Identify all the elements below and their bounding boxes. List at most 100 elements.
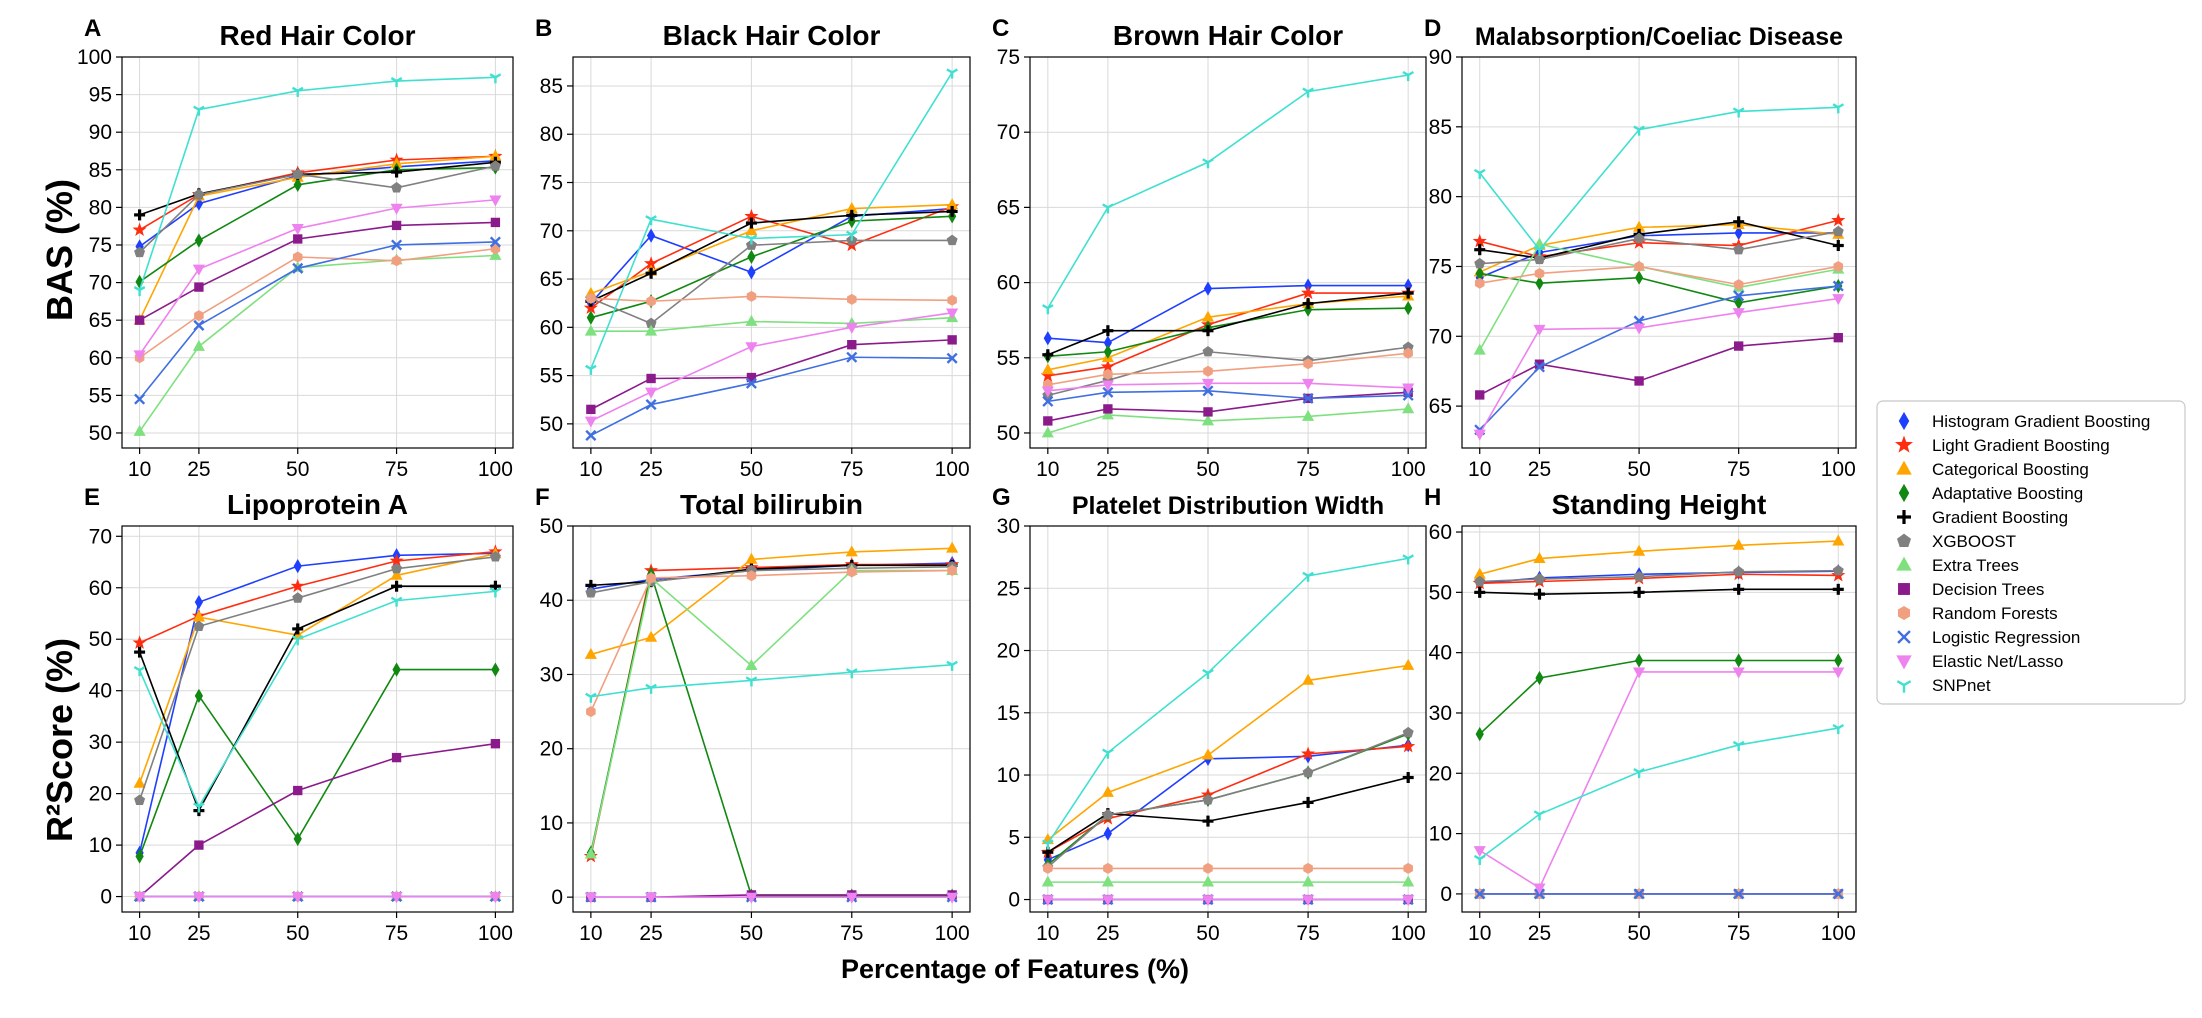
x-tick-label: 50 <box>1627 922 1650 945</box>
data-point <box>1302 409 1315 421</box>
legend-marker <box>1896 556 1912 571</box>
data-point <box>1535 276 1544 291</box>
data-point <box>1533 883 1546 895</box>
legend-item-light-gradient-boosting: Light Gradient Boosting <box>1895 435 2110 455</box>
data-point <box>846 209 858 221</box>
data-point <box>1041 839 1054 850</box>
y-tick-label: 90 <box>1429 46 1452 69</box>
data-point <box>1101 380 1114 392</box>
data-point <box>192 610 205 622</box>
data-point <box>745 892 758 904</box>
data-point <box>847 340 857 350</box>
data-point <box>391 182 403 193</box>
data-point <box>193 319 205 331</box>
panel-black-hair-color: 10 25 50 75 100 50 55 60 65 70 75 80 85 Black Hair Co… <box>535 15 971 481</box>
data-point <box>745 342 758 354</box>
x-tick-label: 50 <box>1196 458 1219 481</box>
data-point <box>1102 809 1114 820</box>
data-point <box>1832 723 1845 735</box>
panel-letter: A <box>84 15 101 42</box>
x-axis-label: Percentage of Features (%) <box>841 954 1189 984</box>
data-point <box>644 256 659 270</box>
panel-letter: F <box>535 484 550 511</box>
data-point <box>747 265 756 280</box>
y-tick-label: 10 <box>89 834 112 857</box>
plot-area <box>1030 57 1426 448</box>
plot-area <box>1462 526 1856 912</box>
data-point <box>1302 378 1315 390</box>
axes-frame <box>1029 56 1427 449</box>
ticks: 10 25 50 75 100 0 10 20 30 40 50 60 <box>1429 521 1856 945</box>
y-tick-label: 80 <box>89 196 112 219</box>
x-tick-label: 50 <box>740 458 763 481</box>
legend-item-xgboost: XGBOOST <box>1897 532 2016 551</box>
data-point <box>1734 225 1743 241</box>
data-point <box>1633 232 1645 244</box>
data-point <box>947 335 957 345</box>
panel-title: Total bilirubin <box>680 489 863 520</box>
data-point <box>746 570 757 582</box>
x-tick-label: 10 <box>128 922 151 945</box>
y-tick-label: 20 <box>89 783 112 806</box>
y-tick-label: 60 <box>997 272 1020 295</box>
data-point <box>1832 280 1844 292</box>
data-point <box>293 831 302 847</box>
data-point <box>291 224 304 236</box>
plot-area <box>573 57 970 448</box>
y-tick-label: 10 <box>540 812 563 835</box>
data-point <box>293 785 303 796</box>
y-tick-label: 60 <box>89 577 112 600</box>
legend-marker <box>1898 583 1910 595</box>
y-tick-label: 75 <box>540 172 563 195</box>
data-point <box>1633 544 1646 556</box>
legend-item-histogram-gradient-boosting: Histogram Gradient Boosting <box>1898 411 2150 431</box>
data-point <box>1402 772 1414 784</box>
data-point <box>489 580 501 592</box>
series-gradient-boosting <box>1042 287 1414 361</box>
data-point <box>645 317 657 329</box>
data-point <box>489 195 502 207</box>
data-point <box>291 86 304 97</box>
axes-frame <box>1461 525 1857 913</box>
data-point <box>1201 748 1215 760</box>
data-point <box>583 300 598 315</box>
data-point <box>1474 575 1486 587</box>
legend-item-categorical-boosting: Categorical Boosting <box>1896 460 2089 479</box>
data-point <box>1734 653 1743 668</box>
data-point <box>947 565 957 577</box>
data-point <box>194 840 204 850</box>
data-point <box>1633 667 1646 679</box>
data-point <box>1040 368 1055 382</box>
data-point <box>291 892 304 904</box>
panel-letter: D <box>1424 15 1441 42</box>
data-point <box>292 623 304 635</box>
y-tick-label: 50 <box>89 422 112 445</box>
data-point <box>1402 895 1415 907</box>
data-point <box>292 592 304 603</box>
ticks: 10 25 50 75 100 50 55 60 65 70 75 80 85 <box>540 75 970 481</box>
data-point <box>1733 243 1745 255</box>
data-point <box>1832 534 1845 546</box>
data-point <box>1202 794 1214 805</box>
data-point <box>645 399 657 411</box>
data-point <box>585 587 597 598</box>
data-point <box>1834 653 1843 668</box>
series-elastic-net-lasso <box>133 892 502 904</box>
data-point <box>1203 407 1213 417</box>
data-point <box>1102 748 1114 759</box>
data-point <box>391 220 402 231</box>
data-point <box>845 230 858 241</box>
data-point <box>1302 766 1314 778</box>
data-point <box>1402 658 1415 670</box>
data-point <box>133 776 146 788</box>
data-point <box>845 668 858 679</box>
legend-marker <box>1897 533 1911 547</box>
data-point <box>1101 408 1114 420</box>
data-point <box>1533 361 1546 373</box>
data-point <box>1103 344 1113 359</box>
y-tick-label: 60 <box>540 316 563 339</box>
data-point <box>1201 310 1215 322</box>
data-point <box>1403 862 1413 874</box>
data-point <box>1633 323 1646 335</box>
y-tick-label: 10 <box>1429 823 1452 846</box>
